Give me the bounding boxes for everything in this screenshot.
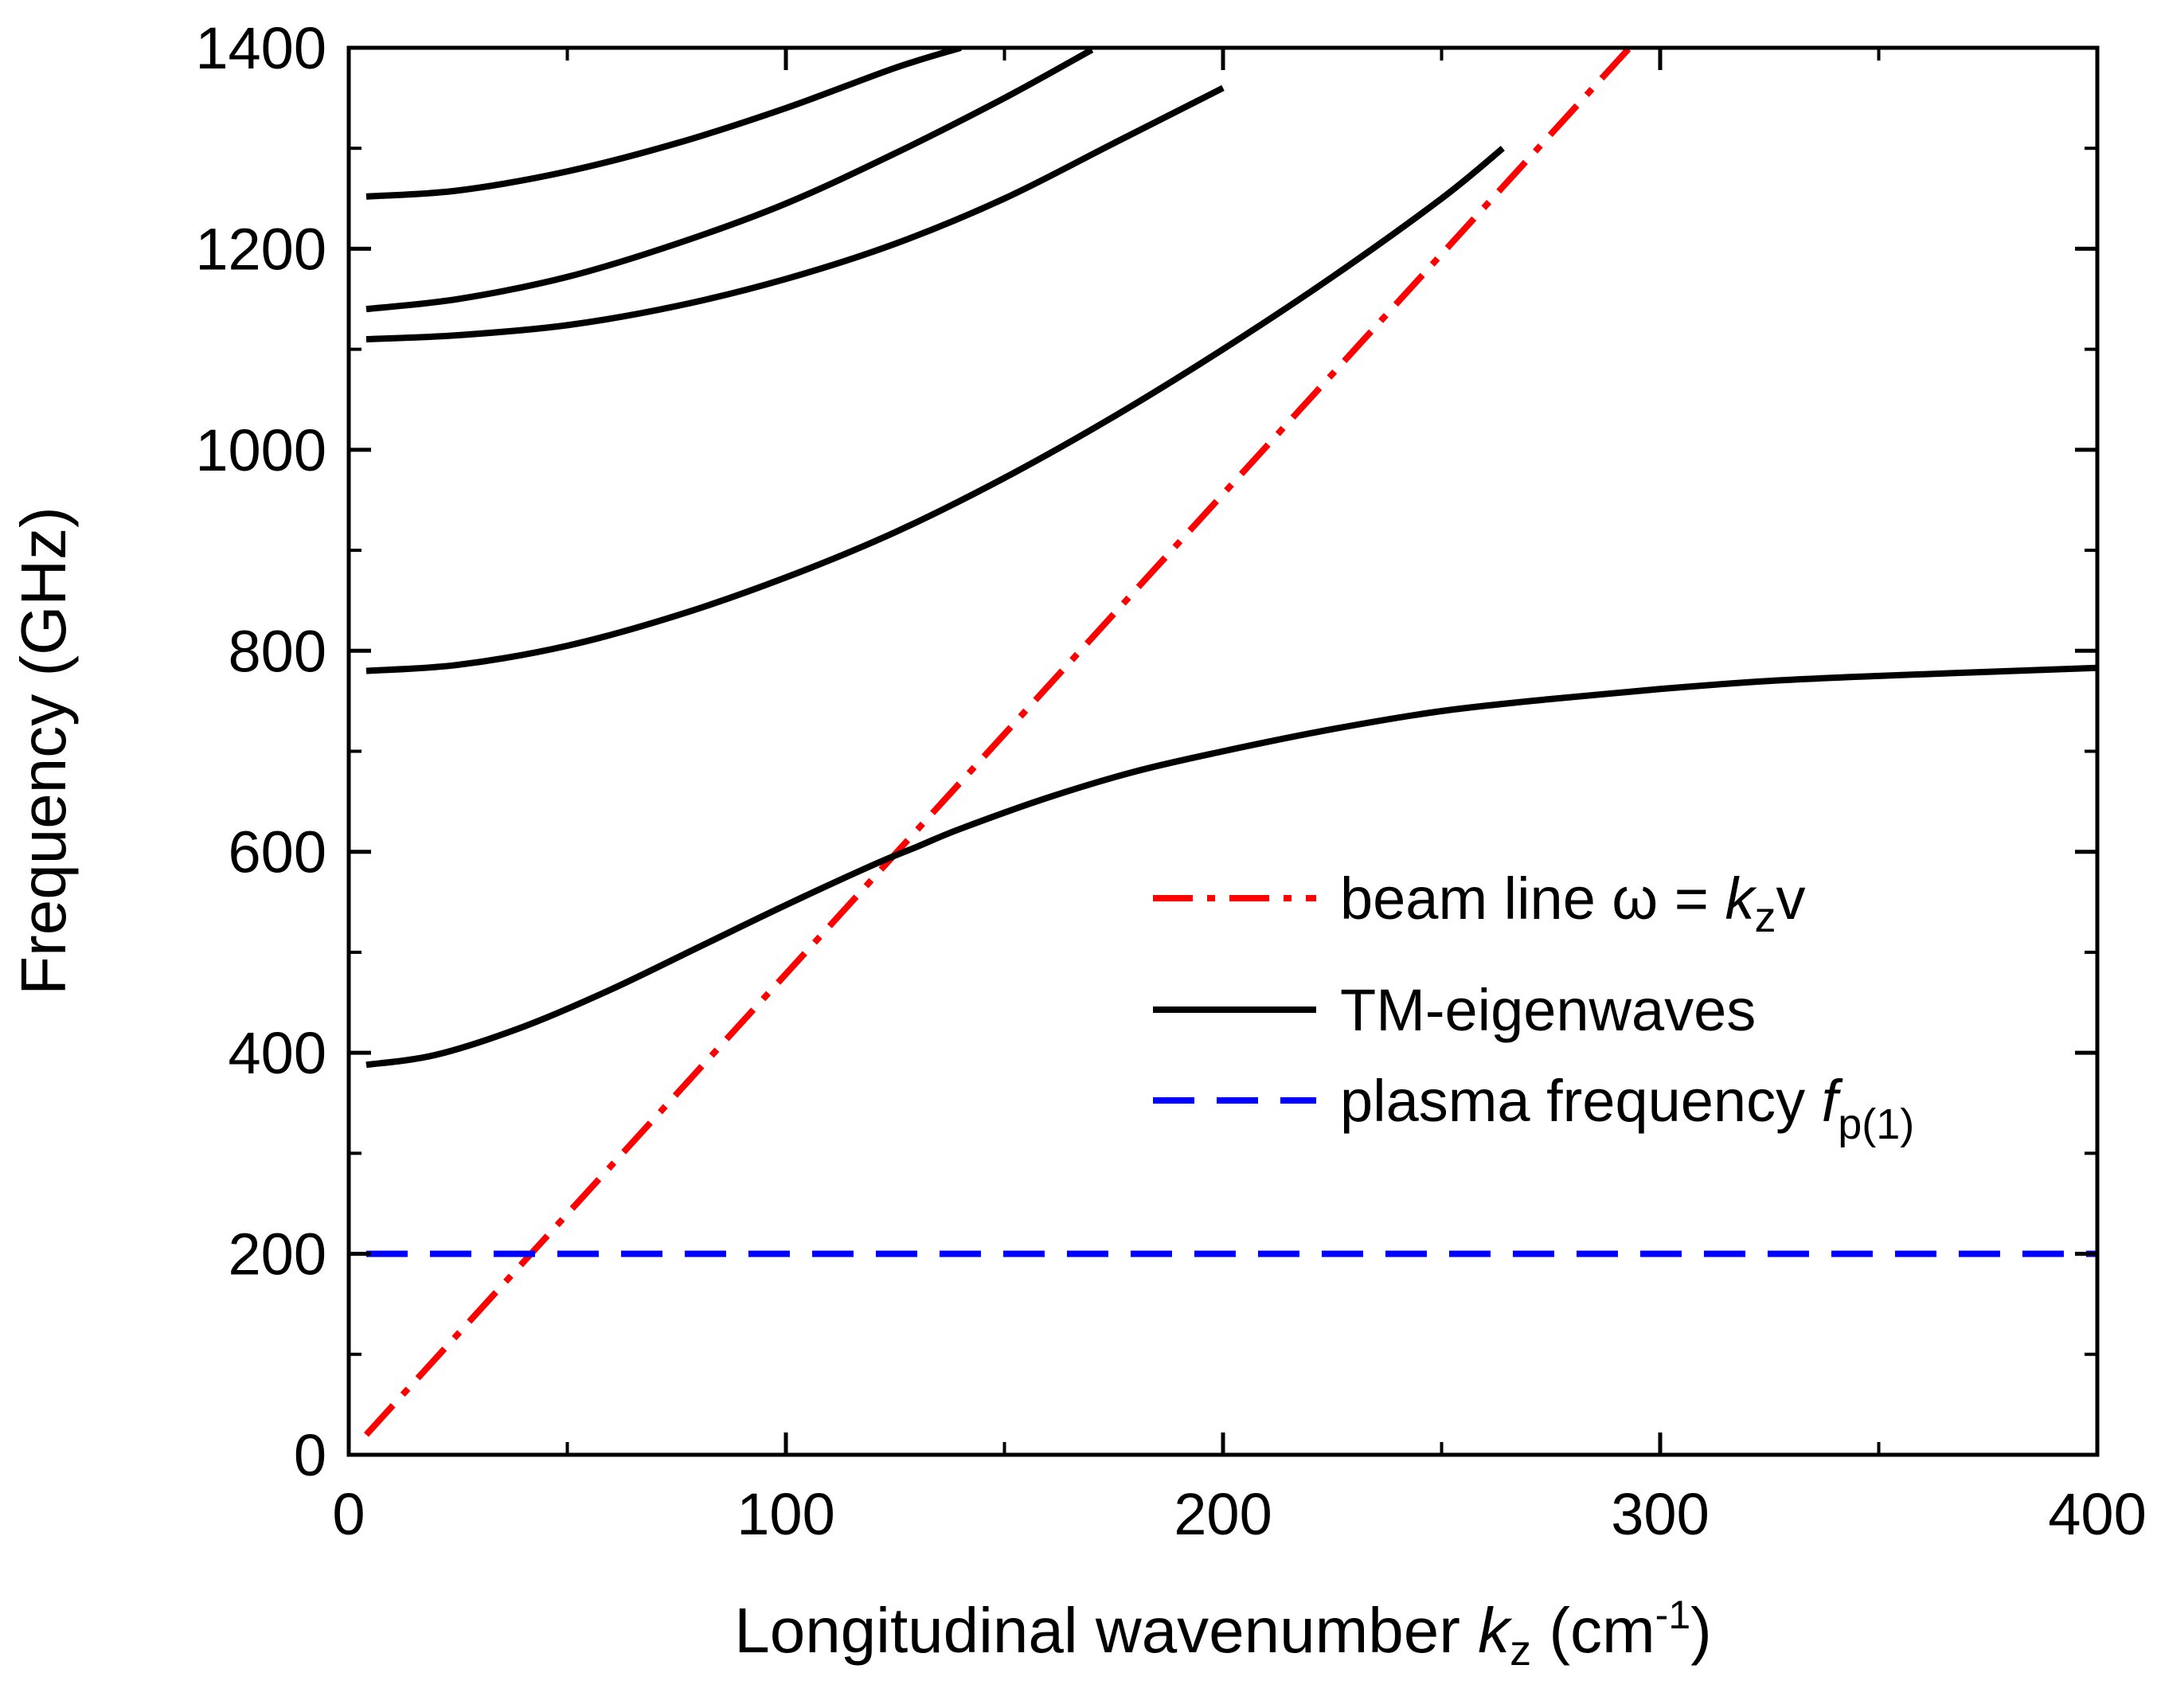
legend-label-beam: beam line ω = kzv	[1340, 866, 1806, 941]
x-axis-title: Longitudinal wavenumber kz (cm-1)	[734, 1593, 1712, 1679]
x-tick-label: 200	[1174, 1481, 1272, 1547]
y-tick-label: 1000	[195, 417, 326, 483]
series-layer	[364, 48, 2097, 1437]
legend-beam-symbol: k	[1725, 866, 1758, 932]
tick-layer: 0 100 200 300 400 0 200 400 600 800 1000 1200 1400	[195, 15, 2146, 1547]
x-axis-title-unit: (cm	[1549, 1595, 1655, 1666]
x-tick-label: 400	[2048, 1481, 2146, 1547]
x-axis-title-subscript: z	[1510, 1627, 1531, 1675]
legend: beam line ω = kzv TM-eigenwaves plasma f…	[1153, 866, 1914, 1148]
y-tick-label: 800	[229, 618, 326, 684]
legend-plasma-text: plasma frequency	[1340, 1068, 1822, 1134]
y-tick-label: 1400	[195, 15, 326, 81]
series-beam-line-0	[364, 48, 1632, 1437]
legend-plasma-sub: p(1)	[1838, 1100, 1914, 1148]
y-axis-title: Frequency (GHz)	[8, 506, 79, 995]
y-tick-label: 0	[294, 1422, 326, 1488]
series-tm-line-4	[365, 48, 1094, 313]
series-tm-line-2	[365, 146, 1505, 674]
legend-label-plasma: plasma frequency fp(1)	[1340, 1068, 1914, 1148]
x-tick-label: 100	[737, 1481, 834, 1547]
series-tm-line-5	[365, 48, 962, 200]
x-tick-label: 0	[332, 1481, 365, 1547]
x-axis-title-label: Longitudinal wavenumber	[734, 1595, 1460, 1666]
y-tick-label: 600	[229, 819, 326, 885]
legend-beam-sub: z	[1755, 893, 1776, 941]
x-axis-title-symbol: k	[1478, 1595, 1513, 1666]
x-axis-title-unit-exp: -1	[1655, 1593, 1690, 1637]
y-tick-label: 400	[229, 1020, 326, 1086]
series-tm-line-1	[365, 664, 2097, 1069]
series-tm-line-3	[365, 84, 1225, 343]
x-axis-title-unit-close: )	[1690, 1595, 1712, 1666]
y-tick-label: 1200	[195, 216, 326, 282]
x-tick-label: 300	[1611, 1481, 1709, 1547]
legend-beam-text: beam line ω =	[1340, 866, 1725, 932]
legend-beam-tail: v	[1776, 866, 1806, 932]
legend-label-tm: TM-eigenwaves	[1340, 977, 1756, 1043]
y-tick-label: 200	[229, 1221, 326, 1288]
